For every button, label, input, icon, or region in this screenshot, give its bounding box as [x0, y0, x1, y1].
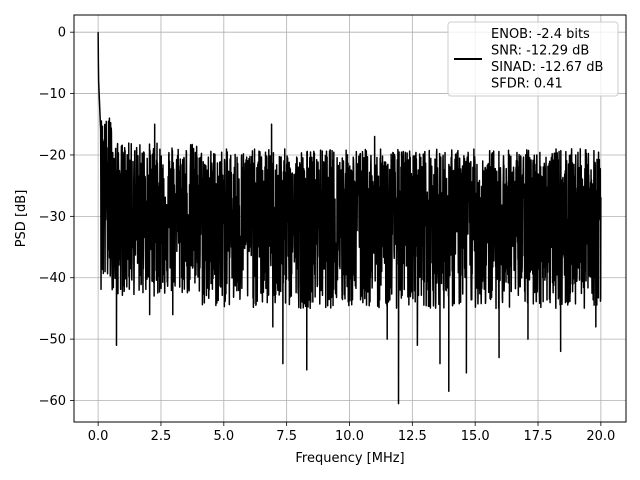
x-tick-label: 20.0: [586, 429, 615, 444]
y-tick-label: −30: [39, 210, 66, 225]
y-tick-label: −10: [39, 87, 66, 102]
x-tick-label: 10.0: [335, 429, 364, 444]
x-tick-label: 0.0: [88, 429, 109, 444]
y-tick-label: −40: [39, 271, 66, 286]
x-tick-label: 17.5: [524, 429, 553, 444]
legend-entry-sfdr: SFDR: 0.41: [491, 77, 563, 92]
legend-entry-sinad: SINAD: -12.67 dB: [491, 60, 603, 75]
x-tick-label: 12.5: [398, 429, 427, 444]
y-axis-label: PSD [dB]: [14, 190, 29, 248]
legend-box: [447, 21, 619, 97]
plot-area: [97, 32, 602, 405]
x-tick-label: 15.0: [461, 429, 490, 444]
x-axis-ticks: 0.0 2.5 5.0 7.5 10.0 12.5 15.0 17.5 20.0: [88, 422, 615, 444]
legend: ENOB: -2.4 bits SNR: -12.29 dB SINAD: -1…: [447, 21, 619, 97]
axes-frame: [73, 14, 627, 423]
y-tick-label: −60: [39, 394, 66, 409]
y-tick-label: 0: [58, 26, 66, 41]
x-tick-label: 5.0: [213, 429, 234, 444]
legend-entry-snr: SNR: -12.29 dB: [491, 44, 589, 59]
y-tick-label: −50: [39, 333, 66, 348]
x-axis-label: Frequency [MHz]: [295, 451, 404, 466]
y-axis-ticks: 0 −10 −20 −30 −40 −50 −60: [39, 26, 74, 409]
psd-series-line: [97, 32, 602, 405]
y-tick-label: −20: [39, 148, 66, 163]
legend-entry-enob: ENOB: -2.4 bits: [491, 27, 590, 42]
x-tick-label: 7.5: [276, 429, 297, 444]
x-tick-label: 2.5: [151, 429, 172, 444]
